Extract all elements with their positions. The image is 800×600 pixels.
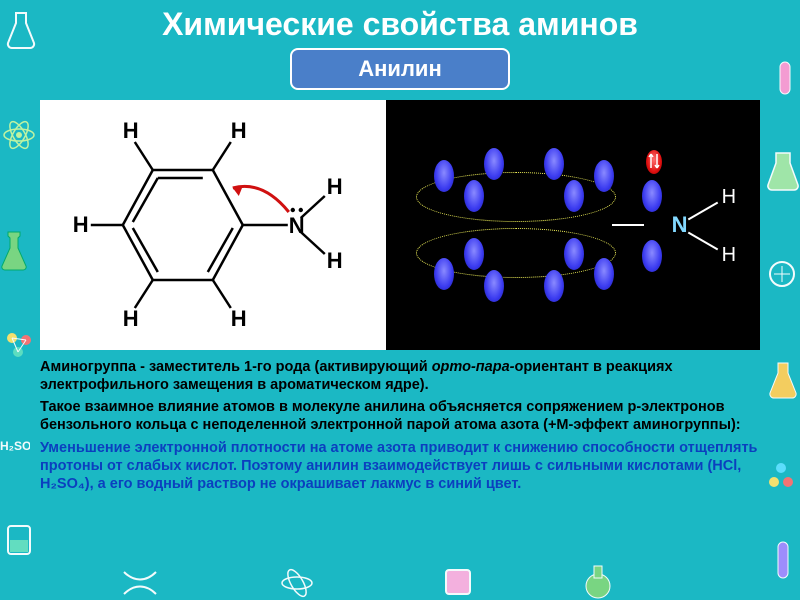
svg-text:H: H: [123, 306, 139, 331]
paragraph-1: Аминогруппа - заместитель 1-го рода (акт…: [40, 358, 760, 394]
beaker-icon: [4, 520, 34, 560]
molecule-icon: [4, 330, 34, 360]
svg-text:H: H: [327, 174, 343, 199]
slide: H₂SO₄ Химические свойства аминов Анилин: [0, 0, 800, 600]
svg-text:N: N: [289, 213, 305, 238]
subtitle-text: Анилин: [358, 56, 442, 82]
slide-title: Химические свойства аминов: [0, 6, 800, 43]
hydrogen-label: H: [722, 186, 736, 209]
svg-text:H: H: [231, 118, 247, 143]
flask-icon: [0, 230, 28, 274]
svg-text:H: H: [231, 306, 247, 331]
paragraph-3: Уменьшение электронной плотности на атом…: [40, 439, 760, 493]
atom-icon: [280, 566, 314, 600]
subtitle-box: Анилин: [290, 48, 510, 90]
svg-text:H₂SO₄: H₂SO₄: [0, 439, 30, 453]
molecule-icon: [766, 460, 796, 490]
aniline-structure-svg: H H H H H H H N: [40, 100, 386, 350]
flask-icon: [766, 150, 800, 194]
testtube-icon: [768, 540, 798, 584]
orbital-diagram: N H H: [386, 100, 760, 350]
dna-icon: [120, 568, 160, 598]
water-icon: H₂SO₄: [0, 430, 30, 460]
microscope-icon: [768, 260, 796, 288]
svg-text:H: H: [327, 248, 343, 273]
structural-formula: H H H H H H H N: [40, 100, 386, 350]
hydrogen-label: H: [722, 244, 736, 267]
svg-text:H: H: [123, 118, 139, 143]
nitrogen-label: N: [672, 212, 688, 238]
flask-icon: [768, 360, 798, 400]
testtube-icon: [772, 60, 798, 100]
flask-icon: [580, 564, 616, 600]
svg-text:H: H: [73, 212, 89, 237]
body-text: Аминогруппа - заместитель 1-го рода (акт…: [40, 358, 760, 497]
paragraph-2: Такое взаимное влияние атомов в молекуле…: [40, 398, 760, 434]
atom-icon: [2, 120, 36, 150]
beaker-icon: [440, 566, 476, 598]
diagram-panel: H H H H H H H N: [40, 100, 760, 350]
